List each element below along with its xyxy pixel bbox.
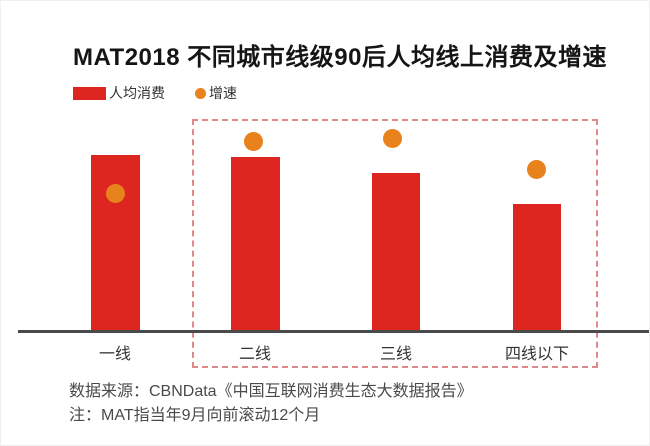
legend-bar-swatch — [73, 86, 106, 100]
legend: 人均消费 增速 — [73, 83, 237, 103]
growth-dot-tier-4 — [526, 159, 546, 179]
x-axis-line — [18, 330, 649, 333]
bar-tier-2 — [231, 157, 280, 331]
category-label-tier-3: 三线 — [379, 346, 413, 363]
highlight-dashed-box — [192, 119, 598, 368]
growth-dot-tier-3 — [382, 128, 402, 148]
chart-title: MAT2018 不同城市线级90后人均线上消费及增速 — [73, 44, 607, 71]
bar-tier-3 — [372, 173, 420, 331]
growth-dot-tier-2 — [243, 131, 263, 151]
legend-dot-swatch — [195, 87, 206, 99]
category-label-tier-1: 一线 — [98, 346, 132, 363]
bar-tier-1 — [91, 155, 140, 331]
category-label-tier-2: 二线 — [238, 346, 272, 363]
growth-dot-tier-1 — [105, 183, 125, 203]
legend-dot-label: 增速 — [209, 85, 237, 101]
category-label-tier-4: 四线以下 — [504, 346, 570, 363]
bar-tier-4 — [513, 204, 561, 331]
data-source-text: 数据来源：CBNData《中国互联网消费生态大数据报告》 — [69, 383, 473, 400]
footnote-text: 注：MAT指当年9月向前滚动12个月 — [69, 407, 321, 424]
legend-bar-label: 人均消费 — [109, 85, 165, 101]
